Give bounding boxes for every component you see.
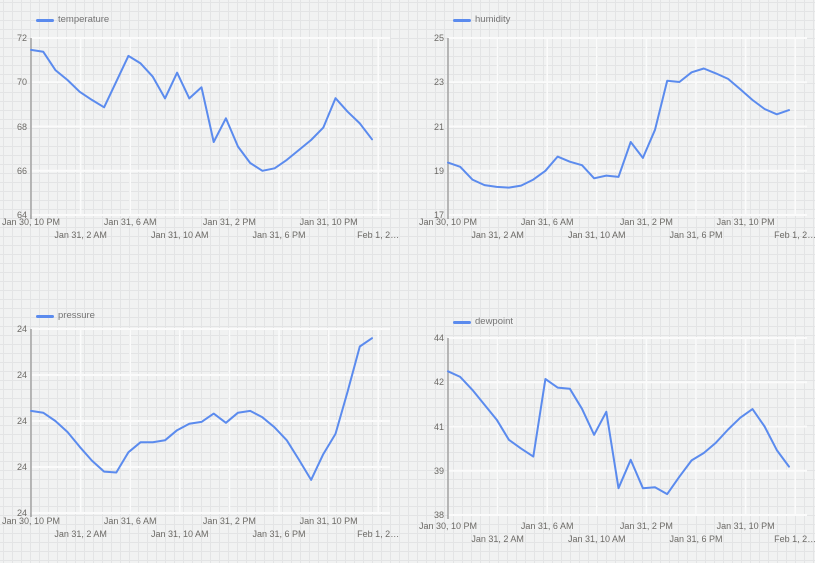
series-line [30,48,373,172]
x-axis-tick-label: Jan 30, 10 PM [1,515,61,526]
y-axis-tick-label: 21 [433,121,444,132]
x-axis-tick-label: Jan 31, 6 AM [103,216,157,227]
x-axis-tick-label: Jan 31, 6 PM [252,229,306,240]
legend: dewpoint [453,316,513,328]
chart-pressure: pressure 24 24 24 24 24 Jan 30, 10 PM Jan 31, … [0,281,406,563]
legend-line-swatch [36,314,54,318]
x-axis-tick-label: Jan 31, 2 AM [471,533,524,544]
y-axis-tick-label: 68 [16,121,27,132]
x-axis-tick-label: Jan 31, 10 AM [568,533,626,544]
y-axis-tick-label: 24 [16,462,27,472]
y-axis-tick-label: 25 [433,33,444,43]
y-axis-tick-label: 44 [433,333,444,343]
x-axis-tick-label: Jan 31, 10 AM [151,528,209,539]
plot-area[interactable] [0,0,406,281]
x-axis-tick-label: Jan 31, 2 AM [54,229,107,240]
legend: temperature [36,14,109,26]
x-axis-tick-label: Jan 31, 6 AM [520,216,574,227]
x-axis-tick-label: Jan 30, 10 PM [418,520,478,531]
y-axis-tick-label: 24 [16,508,27,518]
y-axis-tick-label: 39 [433,465,444,476]
legend-label: humidity [475,14,511,25]
x-axis-tick-label: Jan 31, 10 PM [716,520,775,531]
x-axis-tick-label: Jan 31, 6 PM [669,533,723,544]
legend: humidity [453,14,510,26]
y-axis-tick-label: 24 [16,370,27,380]
x-axis-tick-label: Jan 31, 10 PM [716,216,775,227]
chart-humidity: humidity 25 23 21 19 17 Jan 30, 10 PM Jan 31, … [406,0,815,281]
legend-label: temperature [58,14,110,25]
x-axis-tick-label: Jan 31, 6 AM [520,520,574,531]
x-axis-tick-label: Feb 1, 2… [357,528,400,539]
y-axis-tick-label: 24 [16,416,27,426]
x-axis-tick-label: Feb 1, 2… [774,229,815,240]
y-axis-tick-label: 41 [433,421,444,432]
legend-line-swatch [453,18,471,22]
x-axis-tick-label: Jan 31, 2 AM [54,528,107,539]
x-axis-tick-label: Jan 31, 2 PM [619,520,673,531]
x-axis-tick-label: Jan 31, 10 AM [151,229,209,240]
series-line [447,370,790,496]
x-axis-tick-label: Jan 31, 10 PM [299,216,358,227]
plot-area[interactable] [0,281,406,563]
x-axis-tick-label: Feb 1, 2… [357,229,400,240]
x-axis-tick-label: Jan 31, 10 PM [299,515,358,526]
x-axis-tick-label: Jan 31, 2 PM [202,515,256,526]
x-axis-tick-label: Jan 31, 6 PM [252,528,306,539]
y-axis-tick-label: 64 [16,210,27,220]
x-axis-tick-label: Jan 31, 2 PM [619,216,673,227]
x-axis-tick-label: Feb 1, 2… [774,533,815,544]
y-axis-tick-label: 17 [433,210,444,220]
y-axis-tick-label: 66 [16,165,27,176]
legend-line-swatch [36,18,54,22]
y-axis-tick-label: 72 [16,33,27,43]
legend-line-swatch [453,320,471,324]
y-axis-tick-label: 23 [433,77,444,88]
legend-label: dewpoint [475,316,514,327]
x-axis-tick-label: Jan 31, 2 PM [202,216,256,227]
y-axis-tick-label: 24 [16,324,27,334]
y-axis-tick-label: 70 [16,77,27,88]
y-axis-tick-label: 38 [433,510,444,520]
chart-dewpoint: dewpoint 44 42 41 39 38 Jan 30, 10 PM Jan 31, … [406,281,815,563]
legend: pressure [36,310,95,322]
y-axis-tick-label: 19 [433,165,444,176]
x-axis-tick-label: Jan 31, 6 AM [103,515,157,526]
x-axis-tick-label: Jan 30, 10 PM [418,216,478,227]
plot-area[interactable] [406,281,815,563]
y-axis-tick-label: 42 [433,377,444,388]
series-line [30,337,373,481]
x-axis-tick-label: Jan 31, 6 PM [669,229,723,240]
series-line [447,67,790,189]
plot-area[interactable] [406,0,815,281]
legend-label: pressure [58,310,95,321]
x-axis-tick-label: Jan 31, 10 AM [568,229,626,240]
x-axis-tick-label: Jan 30, 10 PM [1,216,61,227]
x-axis-tick-label: Jan 31, 2 AM [471,229,524,240]
chart-temperature: temperature 72 70 68 66 64 Jan 30, 10 PM Jan 3… [0,0,406,281]
